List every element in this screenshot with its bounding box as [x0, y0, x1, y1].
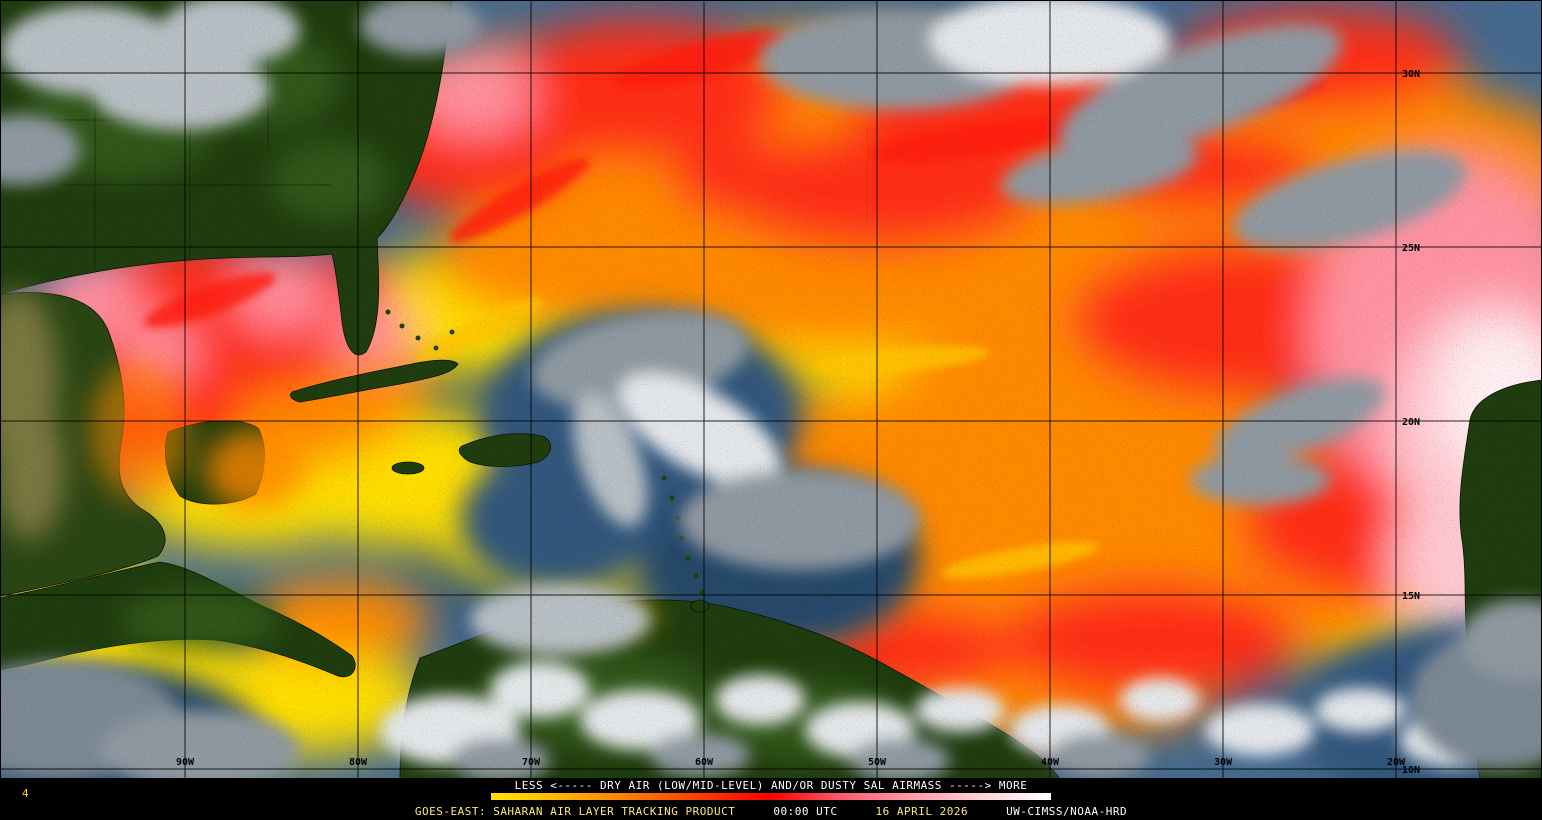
caption-bar: GOES-EAST: SAHARAN AIR LAYER TRACKING PR… [0, 802, 1542, 820]
lon-label: 20W [1387, 757, 1406, 768]
lon-label: 70W [522, 757, 541, 768]
caption-time: 00:00 UTC [773, 804, 838, 818]
lon-label: 90W [176, 757, 195, 768]
lon-label: 40W [1041, 757, 1060, 768]
lat-label: 20N [1402, 417, 1420, 428]
sal-color-scale [491, 793, 1051, 800]
lon-label: 50W [868, 757, 887, 768]
lat-label: 15N [1402, 591, 1420, 602]
caption-date: 16 APRIL 2026 [875, 804, 969, 818]
lat-label: 30N [1402, 69, 1420, 80]
satellite-composite: 90W 80W 70W 60W 50W 40W 30W 20W 30N 25N … [0, 0, 1542, 779]
lat-label: 10N [1402, 765, 1420, 776]
noise-texture [0, 0, 1542, 779]
grid-lines [0, 0, 1542, 779]
legend-label: LESS <----- DRY AIR (LOW/MID-LEVEL) AND/… [514, 779, 1028, 792]
lat-label: 25N [1402, 243, 1420, 254]
legend-bar: 4 LESS <----- DRY AIR (LOW/MID-LEVEL) AN… [0, 779, 1542, 802]
grid-labels: 90W 80W 70W 60W 50W 40W 30W 20W 30N 25N … [176, 69, 1420, 776]
corner-marker: 4 [22, 787, 29, 800]
lon-label: 60W [695, 757, 714, 768]
satellite-map: 90W 80W 70W 60W 50W 40W 30W 20W 30N 25N … [0, 0, 1542, 779]
lon-label: 80W [349, 757, 368, 768]
caption-credit: UW-CIMSS/NOAA-HRD [1006, 804, 1128, 818]
lon-label: 30W [1214, 757, 1233, 768]
caption-product: GOES-EAST: SAHARAN AIR LAYER TRACKING PR… [414, 804, 736, 818]
